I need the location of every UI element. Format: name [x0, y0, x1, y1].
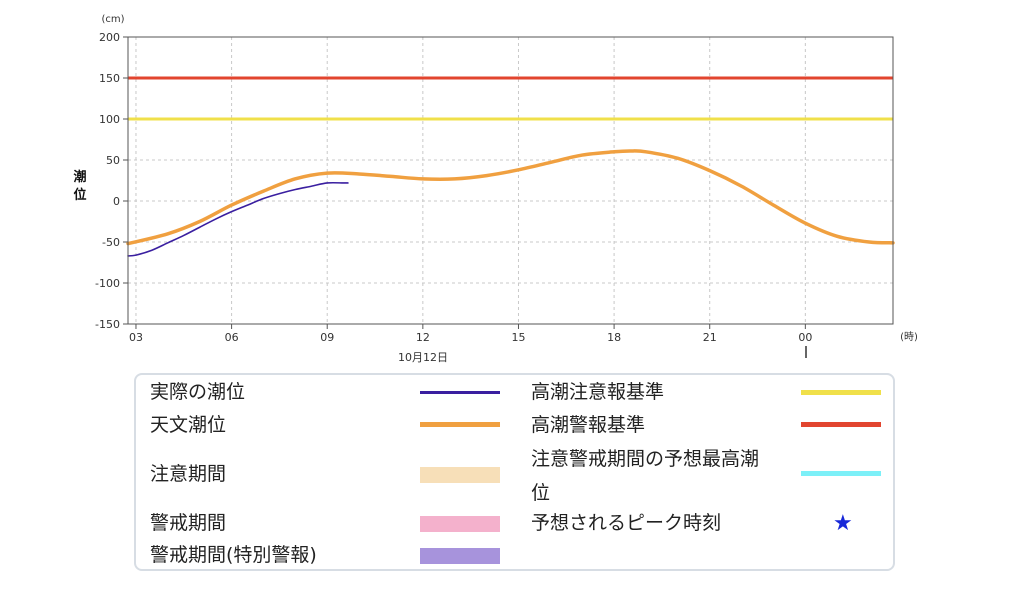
y-tick-label: 0 [113, 195, 120, 208]
legend-label-special-warning-period: 警戒期間(特別警報) [150, 544, 317, 566]
legend-label-predicted-max-2: 位 [531, 482, 551, 504]
legend-label-peak-time: 予想されるピーク時刻 [531, 512, 722, 534]
y-tick-label: -100 [95, 277, 120, 290]
x-unit-label: (時) [900, 331, 918, 343]
y-tick-label: -50 [102, 236, 120, 249]
x-tick-label: 21 [703, 331, 717, 344]
legend-swatch-warning-period [420, 516, 500, 532]
y-unit-label: (cm) [101, 14, 124, 25]
y-tick-label: -150 [95, 318, 120, 331]
x-tick-label: 03 [129, 331, 143, 344]
legend-swatch-observed [420, 391, 500, 394]
x-tick-label: 18 [607, 331, 621, 344]
plot-frame [127, 36, 894, 325]
legend-swatch-predicted-max [801, 471, 881, 476]
y-tick-label: 200 [99, 31, 120, 44]
legend-label-observed: 実際の潮位 [150, 381, 246, 403]
tide-chart: 200 150 100 50 0 -50 -100 -150 03 06 09 12 15 18 21 00… [73, 14, 918, 364]
x-tick-label: 09 [320, 331, 334, 344]
date-label: 10月12日 [398, 351, 448, 364]
x-tick-label: 15 [511, 331, 525, 344]
threshold-lines [128, 76, 893, 121]
legend-label-warning-period: 警戒期間 [150, 512, 227, 534]
series-lines [126, 149, 895, 257]
y-tick-label: 50 [106, 154, 120, 167]
x-tick-labels: 03 06 09 12 15 18 21 00 [129, 331, 812, 344]
legend: 実際の潮位 天文潮位 注意期間 警戒期間 警戒期間(特別警報) 高潮注意報基準 … [134, 373, 895, 571]
x-tick-label: 06 [225, 331, 239, 344]
astronomical-tide-line [126, 149, 895, 246]
grid [123, 36, 893, 329]
legend-label-advisory-criterion: 高潮注意報基準 [531, 381, 665, 403]
y-tick-label: 150 [99, 72, 120, 85]
y-tick-labels: 200 150 100 50 0 -50 -100 -150 [95, 31, 120, 331]
x-tick-label: 00 [798, 331, 812, 344]
legend-label-astronomical: 天文潮位 [150, 414, 227, 436]
y-tick-label: 100 [99, 113, 120, 126]
legend-swatch-special-warning-period [420, 548, 500, 564]
legend-label-caution-period: 注意期間 [150, 463, 227, 485]
legend-swatch-warning-criterion [801, 422, 881, 427]
legend-swatch-astronomical [420, 422, 500, 427]
legend-label-predicted-max: 注意警戒期間の予想最高潮 [531, 448, 760, 470]
x-tick-label: 12 [416, 331, 430, 344]
legend-label-warning-criterion: 高潮警報基準 [531, 414, 646, 436]
star-icon: ★ [833, 511, 853, 536]
y-axis-label: 潮 [73, 169, 86, 185]
legend-swatch-advisory-criterion [801, 390, 881, 395]
legend-swatch-caution-period [420, 467, 500, 483]
y-axis-label-2: 位 [73, 187, 86, 203]
observed-tide-line [127, 181, 349, 257]
